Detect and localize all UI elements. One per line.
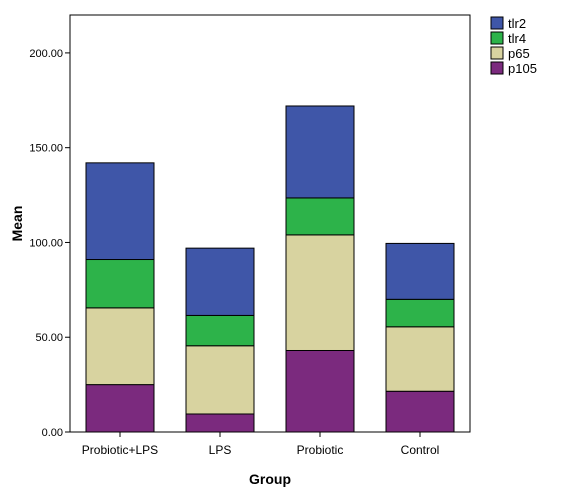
bar-segment-p105-3: [385, 390, 455, 433]
bar-segment-tlr4-2: [285, 197, 355, 236]
legend-swatch-p65: [490, 46, 504, 60]
x-tick-label: Control: [401, 443, 440, 457]
bar-segment-tlr2-2: [285, 105, 355, 199]
bar-segment-tlr4-3: [385, 298, 455, 328]
bar-segment-tlr2-1: [185, 247, 255, 316]
legend-swatch-tlr4: [490, 31, 504, 45]
y-tick-label: 100.00: [29, 237, 63, 249]
bar-segment-tlr4-1: [185, 314, 255, 347]
legend-label-tlr4: tlr4: [508, 31, 526, 46]
bar-segment-tlr2-3: [385, 242, 455, 300]
y-axis-title: Mean: [9, 206, 25, 242]
legend-swatch-tlr2: [490, 16, 504, 30]
bar-segment-tlr4-0: [85, 259, 155, 309]
y-tick-label: 150.00: [29, 143, 63, 155]
bar-segment-p105-2: [285, 349, 355, 433]
bars-group: [85, 105, 455, 433]
y-tick-label: 0.00: [42, 427, 63, 439]
bar-segment-p105-1: [185, 413, 255, 433]
legend-label-tlr2: tlr2: [508, 16, 526, 31]
x-tick-label: Probiotic+LPS: [82, 443, 158, 457]
bar-segment-p105-0: [85, 384, 155, 433]
y-tick-label: 50.00: [35, 332, 63, 344]
x-axis-title: Group: [249, 471, 291, 487]
bar-segment-p65-3: [385, 326, 455, 392]
bar-segment-p65-0: [85, 307, 155, 386]
x-axis: Probiotic+LPS LPS Probiotic Control: [82, 432, 440, 457]
legend-label-p105: p105: [508, 61, 537, 76]
bar-segment-p65-2: [285, 234, 355, 351]
legend-swatch-p105: [490, 61, 504, 75]
bar-segment-p65-1: [185, 345, 255, 415]
legend-label-p65: p65: [508, 46, 530, 61]
x-tick-label: LPS: [209, 443, 232, 457]
y-axis: 0.00 50.00 100.00 150.00 200.00: [29, 48, 70, 439]
y-tick-label: 200.00: [29, 48, 63, 60]
x-tick-label: Probiotic: [297, 443, 344, 457]
bar-segment-tlr2-0: [85, 162, 155, 261]
